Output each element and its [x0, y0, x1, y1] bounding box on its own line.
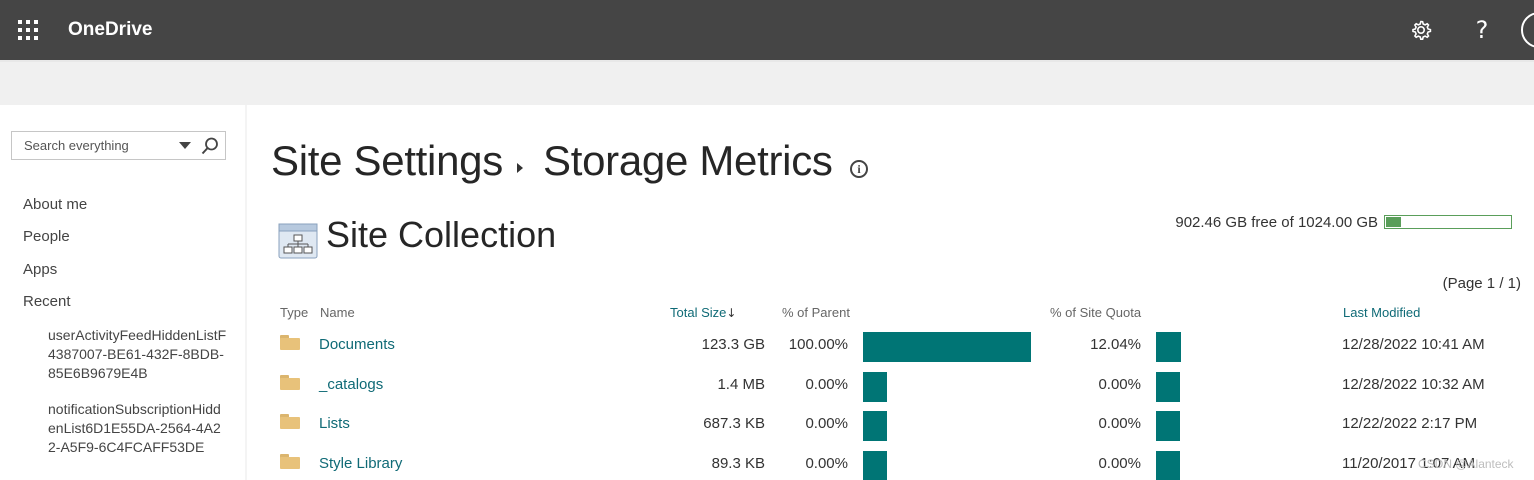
- breadcrumb-parent[interactable]: Site Settings: [271, 137, 503, 184]
- nav-recent-item[interactable]: notificationSubscriptionHiddenList6D1E55…: [48, 401, 221, 455]
- row-name-link[interactable]: _catalogs: [319, 376, 384, 393]
- row-last-modified: 11/20/2017 1:07 AM: [1342, 455, 1476, 472]
- nav-item-about-me[interactable]: About me: [23, 196, 88, 213]
- nav-item-people[interactable]: People: [23, 228, 70, 245]
- column-header-pct-parent: % of Parent: [782, 305, 850, 320]
- table-row: Documents 123.3 GB 100.00% 12.04% 12/28/…: [0, 332, 1534, 364]
- row-last-modified: 12/28/2022 10:32 AM: [1342, 376, 1485, 393]
- row-pct-quota: 12.04%: [1090, 336, 1141, 353]
- watermark: CSDN @Alanteck: [1418, 457, 1514, 471]
- pct-parent-bar: [863, 372, 887, 402]
- table-row: Lists 687.3 KB 0.00% 0.00% 12/22/2022 2:…: [0, 411, 1534, 443]
- row-name-link[interactable]: Style Library: [319, 455, 403, 472]
- row-name-link[interactable]: Documents: [319, 336, 395, 353]
- search-input[interactable]: [24, 138, 174, 153]
- nav-item-recent[interactable]: Recent: [23, 293, 71, 310]
- row-name-link[interactable]: Lists: [319, 415, 350, 432]
- table-row: Style Library 89.3 KB 0.00% 0.00% 11/20/…: [0, 451, 1534, 480]
- pct-quota-bar: [1156, 451, 1180, 480]
- page-title: Storage Metrics: [543, 137, 833, 184]
- row-size: 687.3 KB: [703, 415, 765, 432]
- section-title: Site Collection: [326, 214, 557, 255]
- info-icon[interactable]: i: [850, 160, 868, 178]
- quota-text: 902.46 GB free of 1024.00 GB: [1175, 214, 1378, 231]
- suite-bar-border: [0, 60, 1534, 62]
- page-indicator: (Page 1 / 1): [1442, 275, 1521, 292]
- gear-icon[interactable]: [1405, 14, 1437, 46]
- row-size: 89.3 KB: [711, 455, 765, 472]
- app-title[interactable]: OneDrive: [68, 19, 153, 40]
- nav-recent-item[interactable]: userActivityFeedHiddenListF4387007-BE61-…: [48, 327, 227, 381]
- row-pct-quota: 0.00%: [1098, 376, 1141, 393]
- pct-parent-bar: [863, 332, 1031, 362]
- table-row: _catalogs 1.4 MB 0.00% 0.00% 12/28/2022 …: [0, 372, 1534, 404]
- pct-parent-bar: [863, 411, 887, 441]
- row-last-modified: 12/22/2022 2:17 PM: [1342, 415, 1478, 432]
- row-last-modified: 12/28/2022 10:41 AM: [1342, 336, 1485, 353]
- row-pct-quota: 0.00%: [1098, 455, 1141, 472]
- search-box: [11, 131, 226, 160]
- suite-bar: OneDrive ?: [0, 0, 1534, 60]
- folder-icon: [280, 335, 300, 350]
- total-size-label[interactable]: Total Size: [670, 305, 727, 320]
- nav-item-apps[interactable]: Apps: [23, 261, 58, 278]
- sort-descending-icon: ↓: [726, 306, 737, 320]
- folder-icon: [280, 454, 300, 469]
- row-size: 1.4 MB: [717, 376, 765, 393]
- row-size: 123.3 GB: [701, 336, 765, 353]
- column-header-type: Type: [280, 305, 309, 320]
- column-header-last-modified[interactable]: Last Modified: [1343, 305, 1421, 320]
- column-header-name: Name: [320, 305, 355, 320]
- row-pct-quota: 0.00%: [1098, 415, 1141, 432]
- avatar[interactable]: [1521, 12, 1534, 48]
- breadcrumb-separator-icon: [517, 163, 523, 173]
- pct-parent-bar: [863, 451, 887, 480]
- pct-quota-bar: [1156, 411, 1180, 441]
- quota-progress-bar: [1384, 215, 1512, 229]
- search-icon[interactable]: [200, 136, 220, 156]
- row-pct-parent: 0.00%: [805, 376, 848, 393]
- row-pct-parent: 0.00%: [805, 415, 848, 432]
- column-header-pct-quota: % of Site Quota: [1050, 305, 1142, 320]
- search-scope-dropdown-icon[interactable]: [179, 142, 191, 149]
- pct-quota-bar: [1156, 332, 1181, 362]
- ribbon-bar: [0, 62, 1534, 105]
- site-collection-icon: [278, 222, 318, 260]
- column-header-total-size[interactable]: Total Size↓: [670, 305, 736, 320]
- quota-progress-fill: [1386, 217, 1401, 227]
- left-nav: [0, 105, 245, 480]
- folder-icon: [280, 375, 300, 390]
- help-icon[interactable]: ?: [1475, 16, 1489, 44]
- waffle-icon[interactable]: [18, 20, 38, 40]
- folder-icon: [280, 414, 300, 429]
- row-pct-parent: 100.00%: [788, 336, 848, 353]
- row-pct-parent: 0.00%: [805, 455, 848, 472]
- pct-quota-bar: [1156, 372, 1180, 402]
